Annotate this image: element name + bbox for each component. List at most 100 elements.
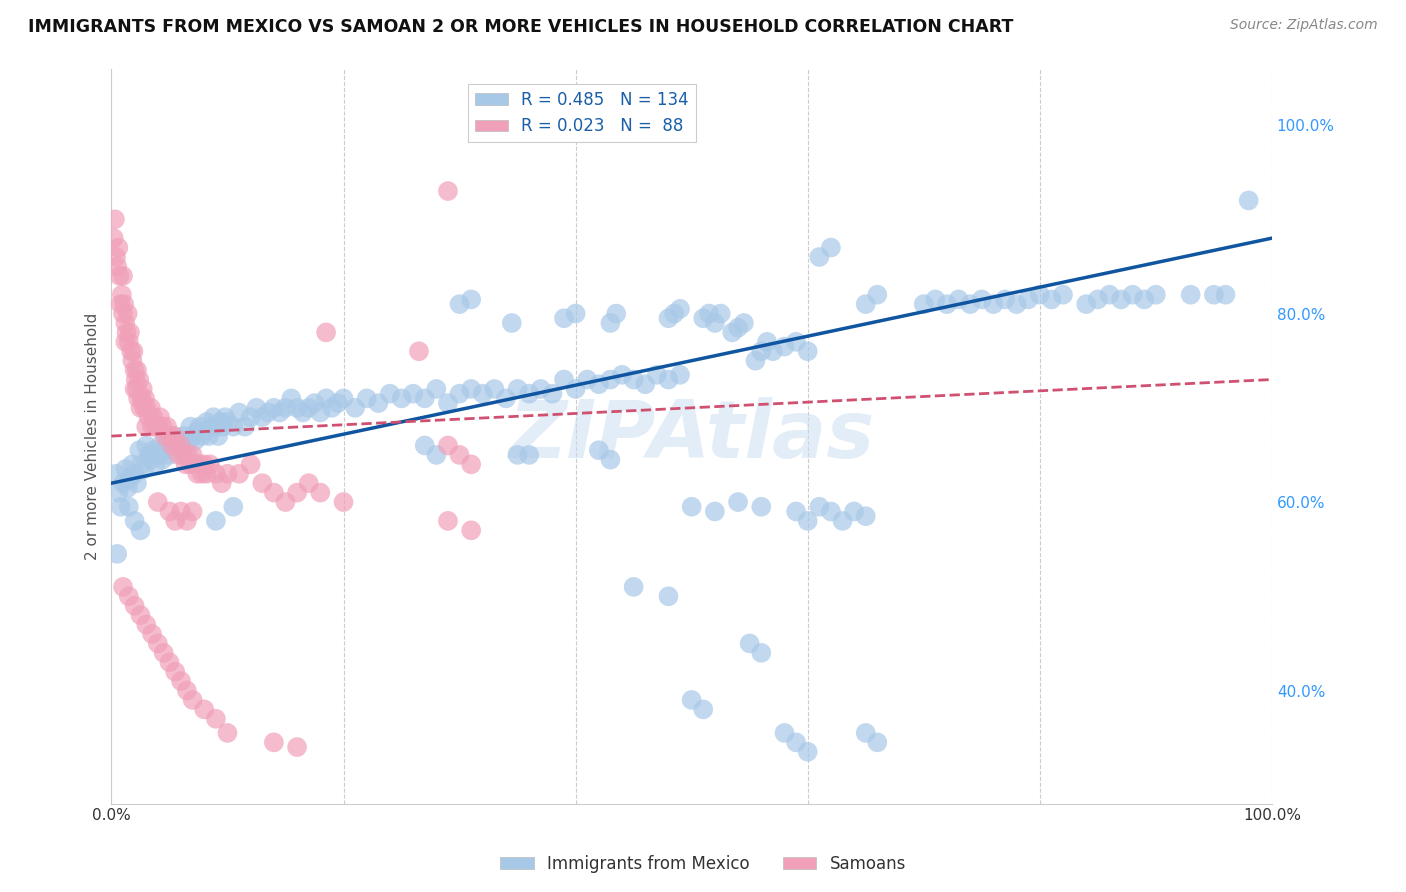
Point (191, 467, 214, 481)
Point (184, 434, 207, 448)
Point (408, 344, 430, 359)
Point (274, 401, 297, 415)
Point (785, 334, 807, 349)
Point (785, 735, 807, 749)
Point (112, 297, 135, 311)
Point (228, 467, 250, 481)
Point (1133, 293, 1156, 307)
Point (936, 297, 959, 311)
Point (332, 392, 354, 406)
Point (205, 712, 228, 726)
Point (159, 655, 181, 669)
Point (179, 458, 201, 472)
Point (115, 326, 138, 340)
Point (111, 307, 134, 321)
Point (391, 392, 413, 406)
Point (193, 458, 215, 472)
Point (1029, 287, 1052, 301)
Point (131, 458, 153, 472)
Point (437, 396, 460, 410)
Point (994, 293, 1017, 307)
Point (298, 476, 321, 491)
Point (135, 401, 157, 415)
Point (762, 344, 785, 359)
Point (1017, 293, 1039, 307)
Point (105, 250, 128, 264)
Point (114, 334, 136, 349)
Point (796, 344, 818, 359)
Point (1122, 287, 1144, 301)
Point (855, 297, 877, 311)
Point (808, 500, 831, 514)
Point (142, 410, 165, 425)
Point (252, 476, 274, 491)
Point (181, 448, 204, 462)
Point (425, 382, 447, 396)
Point (111, 287, 134, 301)
Point (1087, 293, 1109, 307)
Point (1109, 293, 1132, 307)
Point (165, 438, 187, 452)
Point (188, 419, 211, 434)
Point (1144, 287, 1167, 301)
Point (129, 401, 152, 415)
Point (205, 419, 228, 434)
Point (198, 429, 221, 443)
Point (152, 452, 174, 467)
Point (280, 392, 302, 406)
Point (104, 212, 127, 227)
Point (744, 353, 766, 368)
Point (588, 443, 610, 458)
Point (145, 419, 167, 434)
Point (703, 316, 725, 330)
Point (167, 434, 190, 448)
Point (179, 419, 201, 434)
Point (159, 504, 181, 518)
Point (501, 316, 523, 330)
Point (285, 740, 308, 755)
Text: IMMIGRANTS FROM MEXICO VS SAMOAN 2 OR MORE VEHICLES IN HOUSEHOLD CORRELATION CHA: IMMIGRANTS FROM MEXICO VS SAMOAN 2 OR MO… (28, 18, 1014, 36)
Point (142, 443, 165, 458)
Point (820, 241, 842, 255)
Point (159, 429, 181, 443)
Point (599, 316, 621, 330)
Point (202, 410, 225, 425)
Point (855, 726, 877, 740)
Point (831, 514, 853, 528)
Point (110, 297, 132, 311)
Point (796, 745, 818, 759)
Point (170, 443, 193, 458)
Point (195, 415, 218, 429)
Point (605, 307, 627, 321)
Point (808, 250, 831, 264)
Point (315, 326, 337, 340)
Point (471, 386, 494, 401)
Point (773, 726, 796, 740)
Point (315, 392, 337, 406)
Point (239, 458, 262, 472)
Point (163, 429, 186, 443)
Point (118, 471, 141, 485)
Point (517, 448, 540, 462)
Point (118, 334, 141, 349)
Point (721, 326, 744, 340)
Point (156, 419, 179, 434)
Point (139, 401, 162, 415)
Point (263, 735, 285, 749)
Point (217, 726, 239, 740)
Point (159, 448, 181, 462)
Point (263, 485, 285, 500)
Point (599, 372, 621, 386)
Point (738, 636, 761, 650)
Point (145, 458, 167, 472)
Y-axis label: 2 or more Vehicles in Household: 2 or more Vehicles in Household (86, 312, 100, 559)
Point (156, 434, 179, 448)
Point (530, 382, 553, 396)
Point (149, 410, 172, 425)
Point (1098, 287, 1121, 301)
Point (413, 438, 436, 452)
Point (146, 448, 169, 462)
Point (198, 458, 221, 472)
Point (124, 363, 146, 377)
Point (170, 504, 193, 518)
